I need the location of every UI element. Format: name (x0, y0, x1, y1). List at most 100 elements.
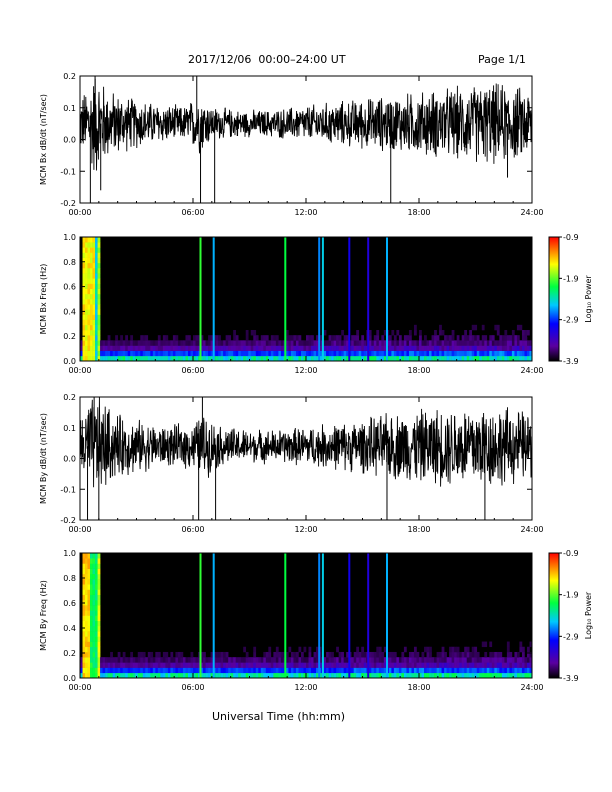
spectrogram-cell (85, 319, 88, 326)
spectrogram-cell (454, 651, 457, 658)
spectrogram-cell (258, 340, 262, 346)
spectrogram-cell (182, 667, 186, 674)
spectrogram-cell (218, 340, 221, 346)
spectrogram-cell (341, 330, 344, 336)
spectrogram-cell (248, 340, 252, 346)
spectrogram-cell (484, 657, 488, 663)
spectrogram-cell (393, 340, 397, 346)
spectrogram-cell (378, 646, 382, 653)
spectrogram-cell (383, 672, 387, 679)
spectrogram-cell (220, 657, 224, 663)
spectrogram-cell (464, 662, 468, 668)
spectrogram-cell (125, 672, 129, 679)
spectrogram-cell (419, 672, 422, 679)
spectrogram-cell (509, 335, 513, 341)
x-tick-label: 00:00 (68, 525, 91, 534)
spectrogram-cell (376, 355, 380, 362)
spectrogram-cell (85, 625, 88, 632)
spectrogram-cell (346, 651, 349, 658)
spectrogram-cell (135, 667, 139, 674)
spectrogram-cell (185, 657, 189, 663)
spectrogram-cell (165, 350, 169, 357)
spectrogram-cell (464, 651, 468, 658)
spectrogram-cell (107, 667, 111, 674)
spectrogram-cell (82, 252, 86, 258)
spectrogram-cell (393, 662, 397, 668)
spectrogram-cell (90, 350, 93, 357)
spectrogram-cell (406, 340, 410, 346)
spectrogram-cell (80, 355, 83, 362)
spectrogram-cell (466, 657, 470, 663)
spectrogram-cell (223, 651, 226, 658)
spectrogram-cell (461, 350, 465, 357)
spectrogram-cell (391, 350, 395, 357)
spectrogram-cell (125, 355, 129, 362)
spectrogram-cell (253, 350, 257, 357)
spectrogram-cell (253, 657, 257, 663)
spectrogram-cell (506, 340, 510, 346)
spectrogram-cell (486, 657, 490, 663)
spectrogram-cell (278, 355, 282, 362)
spectrogram-cell (411, 345, 415, 351)
spectrogram-cell (393, 651, 397, 658)
spectrogram-cell (403, 646, 407, 653)
spectrogram-cell (85, 651, 88, 658)
spectrogram-cell (429, 662, 432, 668)
spectrogram-cell (421, 345, 425, 351)
spectrogram-cell (87, 672, 91, 679)
spectrogram-cell (388, 651, 392, 658)
spectrogram-cell (85, 657, 88, 663)
spectrogram-cell (107, 335, 111, 341)
spectrogram-cell (92, 599, 96, 606)
spectrogram-cell (82, 242, 86, 248)
spectrogram-cell (97, 319, 101, 326)
spectrogram-cell (521, 335, 525, 341)
spectrogram-cell (524, 340, 528, 346)
spectrogram-cell (529, 350, 533, 357)
spectrogram-cell (361, 335, 365, 341)
spectrogram-cell (215, 340, 219, 346)
spectrogram-cell (243, 350, 247, 357)
spectrogram-cell (90, 268, 93, 274)
spectrogram-cell (82, 589, 86, 595)
spectrogram-cell (115, 350, 118, 357)
spectrogram-cell (424, 335, 427, 341)
spectrogram-cell (175, 672, 179, 679)
spectrogram-cell (87, 314, 91, 320)
spectrogram-cell (233, 330, 236, 336)
spectrogram-cell (80, 657, 83, 663)
spectrogram-cell (95, 662, 98, 668)
spectrogram-cell (341, 657, 344, 663)
spectrogram-cell (446, 355, 450, 362)
spectrogram-cell (245, 340, 249, 346)
spectrogram-cell (466, 672, 470, 679)
spectrogram-cell (278, 345, 282, 351)
spectrogram-cell (218, 672, 221, 679)
spectrogram-cell (95, 252, 98, 258)
spectrogram-cell (333, 345, 337, 351)
spectrogram-cell (260, 345, 264, 351)
spectrogram-cell (444, 672, 447, 679)
x-tick-label: 24:00 (520, 208, 543, 217)
spectrogram-cell (132, 662, 136, 668)
spectrogram-cell (177, 350, 181, 357)
spectrogram-cell (210, 335, 214, 341)
spectrogram-cell (97, 314, 101, 320)
spectrogram-cell (270, 335, 274, 341)
spectrogram-cell (265, 657, 269, 663)
spectrogram-cell (431, 667, 435, 674)
spectrogram-cell (180, 340, 184, 346)
spectrogram-cell (509, 672, 513, 679)
spectrogram-cell (494, 355, 498, 362)
spectrogram-cell (187, 657, 191, 663)
spectrogram-cell (461, 651, 465, 658)
spectrogram-cell (95, 355, 98, 362)
spectrogram-cell (255, 335, 259, 341)
spectrogram-cell (371, 672, 375, 679)
spectrogram-cell (341, 355, 344, 362)
spectrogram-cell (476, 335, 480, 341)
x-tick-label: 06:00 (181, 525, 204, 534)
spectrogram-cell (82, 605, 86, 611)
spectrogram-cell (198, 350, 201, 357)
spectrogram-cell (240, 340, 244, 346)
